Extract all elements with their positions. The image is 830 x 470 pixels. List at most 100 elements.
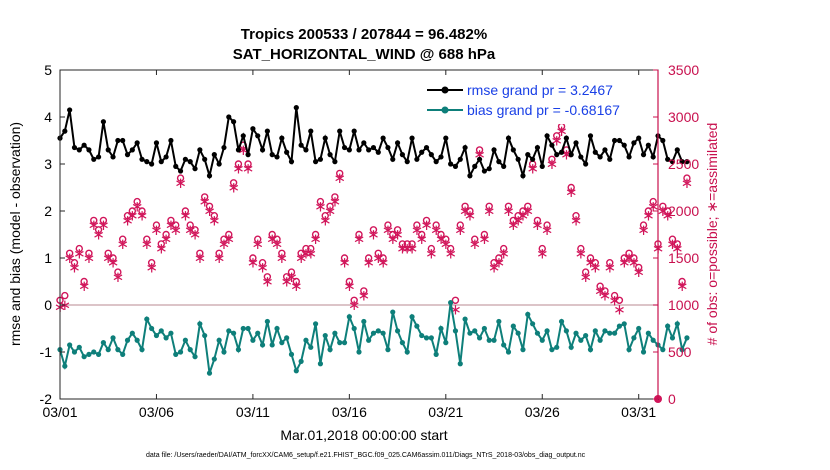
possible-obs-point (205, 202, 214, 211)
possible-obs-point (109, 254, 117, 262)
possible-obs-point (273, 235, 281, 243)
assimilated-obs-point: ∗ (256, 258, 269, 276)
assimilated-obs-point: ∗ (203, 202, 216, 220)
assimilated-obs-point: ∗ (353, 230, 366, 248)
chart-subtitle: SAT_HORIZONTAL_WIND @ 688 hPa (233, 46, 496, 63)
legend: rmse grand pr = 3.2467 bias grand pr = -… (421, 80, 652, 124)
assimilated-obs-point: ∗ (512, 211, 525, 229)
rmse-point (351, 128, 357, 134)
assimilated-obs-point: ∗ (208, 211, 221, 229)
possible-obs-point (138, 207, 146, 215)
possible-obs-point (586, 254, 595, 262)
bias-point (62, 363, 68, 369)
possible-obs-point (162, 230, 170, 239)
possible-obs-point (263, 273, 272, 281)
bias-point (173, 351, 179, 357)
rmse-point (192, 166, 198, 172)
bias-point (71, 349, 78, 355)
rmse-point (144, 159, 150, 165)
assimilated-obs-point: ∗ (584, 254, 597, 272)
assimilated-obs-point: ∗ (661, 207, 674, 225)
possible-obs-point (61, 291, 69, 300)
assimilated-obs-point: ∗ (440, 235, 453, 253)
bias-point (100, 340, 107, 346)
bias-point (380, 330, 386, 336)
assimilated-obs-point: ∗ (415, 230, 428, 248)
y2-tick-label: 500 (668, 344, 692, 360)
possible-obs-point (471, 235, 479, 243)
bias-point (245, 325, 251, 332)
chart-title: Tropics 200533 / 207844 = 96.482% (241, 26, 487, 43)
bias-point (631, 335, 637, 341)
assimilated-obs-point: ∗ (304, 244, 317, 262)
bias-point (404, 349, 410, 355)
bias-point (211, 356, 217, 362)
possible-obs-point (316, 197, 325, 206)
rmse-point (438, 154, 444, 160)
bias-point (356, 349, 362, 355)
possible-obs-point (350, 296, 358, 304)
possible-obs-point (282, 273, 291, 281)
possible-obs-point (533, 216, 542, 225)
possible-obs-point (504, 202, 513, 211)
assimilated-obs-point: ∗ (517, 207, 530, 225)
rmse-point (124, 152, 131, 158)
rmse-point (134, 140, 140, 146)
rmse-point (486, 166, 492, 172)
bias-point (602, 328, 608, 334)
possible-obs-point (75, 244, 83, 253)
y-axis-ticks: -2 -1 0 1 2 3 4 5 (40, 62, 65, 407)
rmse-point (423, 144, 430, 151)
rmse-point (390, 156, 396, 162)
possible-obs-point (519, 207, 527, 215)
rmse-point (534, 144, 541, 151)
possible-obs-point (336, 169, 344, 178)
y2-tick-label: 1500 (668, 250, 699, 266)
x-axis-ticks: 03/01 03/06 03/11 03/16 03/21 03/26 03/31 (42, 70, 656, 420)
assimilated-obs-point: ∗ (78, 277, 91, 295)
possible-obs-point (191, 226, 199, 234)
assimilated-obs-point: ∗ (68, 258, 81, 276)
possible-obs-point (408, 240, 416, 248)
rmse-point (303, 147, 309, 153)
x-tick-label: 03/01 (42, 404, 77, 420)
bias-point (525, 311, 531, 317)
bias-point (414, 323, 420, 329)
bias-point (496, 318, 502, 325)
bias-point (611, 330, 618, 336)
bias-point (462, 316, 468, 322)
bias-point (419, 332, 425, 339)
bias-point (409, 314, 415, 320)
possible-obs-point (461, 202, 469, 211)
bias-point (250, 337, 256, 343)
assimilated-obs-point: ∗ (232, 160, 245, 178)
rmse-point (621, 142, 627, 148)
possible-obs-point (490, 259, 498, 267)
obs-count-layer: ∗∗∗∗∗∗∗∗∗∗∗∗∗∗∗∗∗∗∗∗∗∗∗∗∗∗∗∗∗∗∗∗∗∗∗∗∗∗∗∗… (54, 122, 694, 403)
rmse-point (573, 140, 579, 146)
rmse-point (409, 135, 415, 141)
assimilated-obs-point: ∗ (396, 240, 409, 258)
bias-point (366, 337, 372, 343)
rmse-point (67, 107, 73, 113)
bias-point (554, 344, 560, 350)
possible-obs-point (577, 244, 585, 253)
possible-obs-point (181, 207, 190, 215)
assimilated-obs-point: ∗ (324, 202, 337, 220)
assimilated-obs-point: ∗ (671, 240, 684, 258)
y2-tick-label: 3000 (668, 109, 699, 125)
assimilated-obs-point: ∗ (319, 211, 332, 229)
bias-point (139, 347, 145, 353)
rmse-point (71, 144, 78, 151)
bias-point (515, 330, 521, 336)
bias-point (486, 337, 492, 343)
rmse-point (636, 135, 642, 141)
possible-obs-point (601, 287, 609, 295)
rmse-point (168, 137, 174, 144)
rmse-point (322, 135, 328, 141)
assimilated-obs-point: ∗ (579, 268, 592, 286)
assimilated-obs-point: ∗ (681, 174, 694, 192)
assimilated-obs-point: ∗ (314, 197, 327, 215)
bias-point (433, 351, 439, 357)
assimilated-obs-point: ∗ (121, 211, 134, 229)
